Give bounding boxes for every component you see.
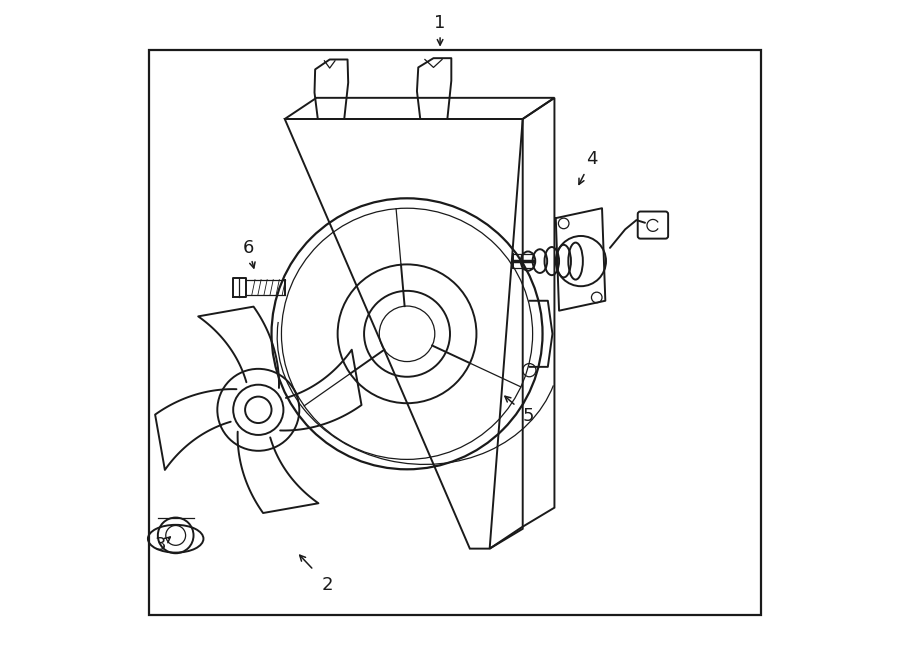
Text: 4: 4 [587,149,598,168]
Text: 1: 1 [435,14,446,32]
Text: 2: 2 [322,576,334,594]
Text: 5: 5 [522,407,534,426]
Text: 6: 6 [243,239,254,257]
Bar [149,50,760,615]
Text: 3: 3 [155,536,166,555]
